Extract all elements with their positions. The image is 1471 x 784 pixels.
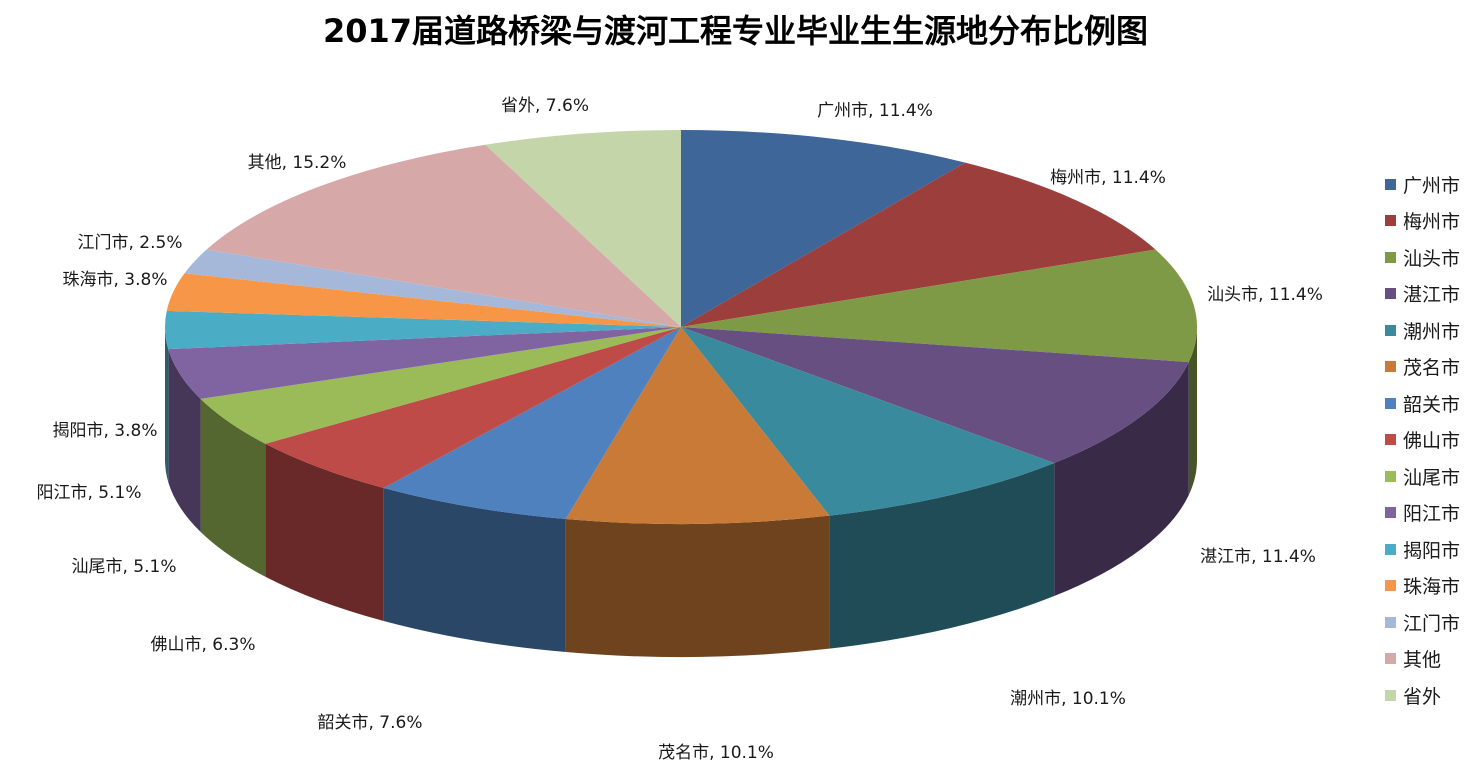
pie-slice-梅州市 (681, 162, 1156, 327)
legend-item-佛山市: 佛山市 (1385, 422, 1460, 459)
legend-swatch (1385, 397, 1396, 409)
legend-item-广州市: 广州市 (1385, 166, 1460, 203)
legend-item-其他: 其他 (1385, 641, 1460, 678)
pie-side-揭阳市 (165, 327, 169, 483)
legend-label: 江门市 (1403, 612, 1461, 635)
legend-swatch (1385, 251, 1396, 263)
pie-side-潮州市 (829, 463, 1055, 649)
pie-slice-其他 (206, 144, 681, 327)
pie-slice-省外 (485, 130, 681, 327)
legend-item-潮州市: 潮州市 (1385, 312, 1460, 349)
chart-title: 2017届道路桥梁与渡河工程专业毕业生生源地分布比例图 (322, 12, 1149, 50)
legend-label: 其他 (1403, 649, 1442, 672)
legend-label: 汕尾市 (1403, 466, 1461, 489)
pie-slice-广州市 (681, 130, 966, 327)
data-label-湛江市: 湛江市, 11.4% (1200, 547, 1316, 567)
pie-slice-佛山市 (265, 327, 681, 489)
data-label-佛山市: 佛山市, 6.3% (151, 635, 256, 655)
pie-slice-茂名市 (565, 327, 830, 524)
legend-item-汕头市: 汕头市 (1385, 239, 1460, 276)
legend-item-汕尾市: 汕尾市 (1385, 458, 1460, 495)
legend-swatch (1385, 653, 1396, 665)
legend-label: 潮州市 (1403, 320, 1461, 343)
legend-swatch (1385, 288, 1396, 300)
legend-label: 茂名市 (1403, 357, 1461, 380)
legend-swatch (1385, 543, 1396, 555)
data-label-汕头市: 汕头市, 11.4% (1207, 285, 1323, 305)
pie-side-阳江市 (168, 349, 201, 532)
legend-label: 佛山市 (1403, 430, 1461, 453)
data-label-江门市: 江门市, 2.5% (78, 233, 183, 253)
pie-slice-江门市 (184, 249, 681, 327)
pie-slice-韶关市 (383, 327, 681, 520)
data-label-茂名市: 茂名市, 10.1% (658, 743, 774, 763)
pie-side-佛山市 (265, 443, 384, 622)
legend-swatch (1385, 215, 1396, 227)
legend-label: 韶关市 (1403, 393, 1461, 416)
legend-item-湛江市: 湛江市 (1385, 276, 1460, 313)
pie-side-汕头市 (1188, 327, 1197, 496)
pie-slice-揭阳市 (165, 310, 682, 350)
data-label-阳江市: 阳江市, 5.1% (37, 483, 142, 503)
legend-item-揭阳市: 揭阳市 (1385, 531, 1460, 568)
pie-side-韶关市 (383, 488, 566, 653)
legend-item-省外: 省外 (1385, 677, 1460, 714)
data-label-梅州市: 梅州市, 11.4% (1050, 168, 1166, 188)
legend-label: 揭阳市 (1403, 539, 1461, 562)
pie-slice-汕头市 (681, 249, 1197, 363)
legend-swatch (1385, 361, 1396, 373)
data-label-潮州市: 潮州市, 10.1% (1010, 689, 1126, 709)
legend-label: 汕头市 (1403, 247, 1461, 270)
pie-slice-汕尾市 (200, 327, 682, 444)
pie-side-湛江市 (1054, 362, 1189, 597)
data-label-广州市: 广州市, 11.4% (817, 101, 933, 121)
legend-item-江门市: 江门市 (1385, 604, 1460, 641)
legend-swatch (1385, 324, 1396, 336)
legend-swatch (1385, 434, 1396, 446)
pie-slice-潮州市 (681, 327, 1055, 516)
legend-label: 广州市 (1403, 174, 1461, 197)
pie-slice-珠海市 (166, 273, 681, 327)
legend-swatch (1385, 178, 1396, 190)
legend-item-阳江市: 阳江市 (1385, 495, 1460, 532)
legend-swatch (1385, 507, 1396, 519)
legend-swatch (1385, 470, 1396, 482)
data-label-其他: 其他, 15.2% (248, 153, 347, 173)
legend-label: 珠海市 (1403, 576, 1461, 599)
data-label-汕尾市: 汕尾市, 5.1% (72, 557, 177, 577)
legend-swatch (1385, 580, 1396, 592)
legend-item-茂名市: 茂名市 (1385, 349, 1460, 386)
data-label-省外: 省外, 7.6% (501, 96, 589, 116)
pie-slice-阳江市 (168, 327, 682, 399)
legend-item-韶关市: 韶关市 (1385, 385, 1460, 422)
legend: 广州市梅州市汕头市湛江市潮州市茂名市韶关市佛山市汕尾市阳江市揭阳市珠海市江门市其… (1385, 166, 1460, 714)
pie-slice-湛江市 (681, 327, 1189, 464)
pie-side-茂名市 (565, 515, 830, 657)
data-label-揭阳市: 揭阳市, 3.8% (53, 421, 158, 441)
data-label-韶关市: 韶关市, 7.6% (318, 713, 423, 733)
legend-swatch (1385, 689, 1396, 701)
legend-item-梅州市: 梅州市 (1385, 203, 1460, 240)
legend-swatch (1385, 616, 1396, 628)
data-label-珠海市: 珠海市, 3.8% (63, 270, 168, 290)
legend-label: 省外 (1403, 685, 1442, 708)
legend-label: 梅州市 (1403, 211, 1461, 234)
legend-label: 阳江市 (1403, 503, 1461, 526)
legend-label: 湛江市 (1403, 284, 1461, 307)
legend-item-珠海市: 珠海市 (1385, 568, 1460, 605)
pie-side-汕尾市 (200, 398, 266, 577)
